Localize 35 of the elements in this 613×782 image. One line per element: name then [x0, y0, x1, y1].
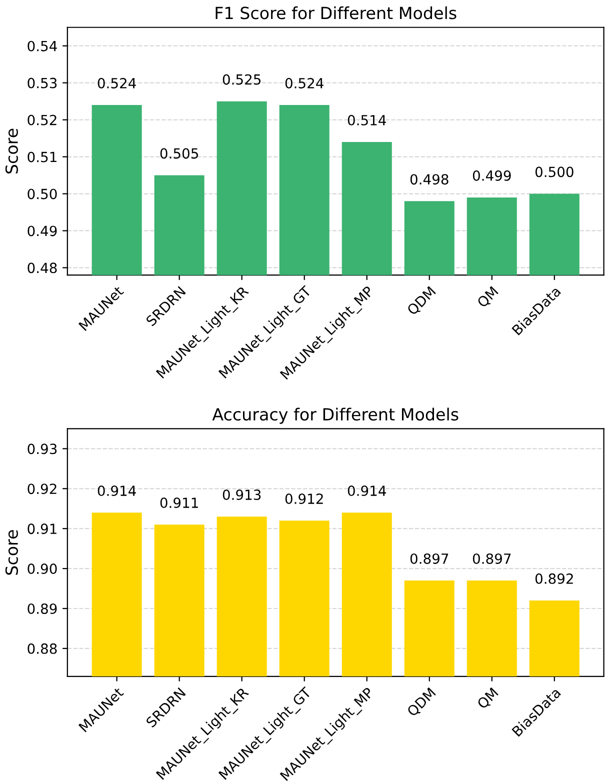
data-label: 0.911 — [160, 498, 198, 508]
chart-title: Accuracy for Different Models — [212, 408, 458, 424]
y-tick-label: 0.89 — [28, 603, 57, 614]
data-label: 0.913 — [222, 490, 261, 500]
y-tick-label: 0.52 — [28, 114, 56, 126]
y-tick-label: 0.51 — [28, 152, 56, 162]
y-tick-label: 0.93 — [28, 444, 57, 454]
y-tick-label: 0.53 — [28, 78, 57, 88]
data-label: 0.498 — [410, 174, 448, 185]
y-axis-title: Score — [5, 128, 18, 174]
chart-title: F1 Score for Different Models — [216, 6, 456, 20]
data-label: 0.500 — [535, 166, 574, 178]
x-tick-label: QM — [476, 687, 500, 711]
data-label: 0.525 — [222, 74, 261, 85]
y-tick-label: 0.50 — [28, 188, 57, 200]
data-label: 0.524 — [98, 78, 136, 88]
data-label: 0.914 — [98, 486, 136, 496]
data-label: 0.892 — [535, 573, 573, 584]
y-tick-label: 0.88 — [28, 643, 57, 654]
data-label: 0.897 — [410, 553, 448, 564]
x-tick-label: QM — [476, 286, 500, 310]
data-label: 0.912 — [285, 494, 323, 504]
data-label: 0.914 — [348, 486, 386, 496]
data-label: 0.897 — [472, 553, 511, 564]
data-label: 0.505 — [160, 148, 198, 159]
y-tick-label: 0.90 — [28, 564, 57, 574]
y-tick-label: 0.91 — [28, 524, 56, 534]
y-tick-label: 0.54 — [28, 40, 57, 52]
y-tick-label: 0.92 — [28, 484, 56, 494]
data-label: 0.499 — [472, 170, 511, 181]
y-tick-label: 0.48 — [28, 262, 57, 274]
data-label: 0.524 — [285, 78, 324, 88]
y-axis-title: Score — [5, 530, 18, 575]
data-label: 0.514 — [348, 114, 386, 126]
y-tick-label: 0.49 — [28, 226, 57, 236]
